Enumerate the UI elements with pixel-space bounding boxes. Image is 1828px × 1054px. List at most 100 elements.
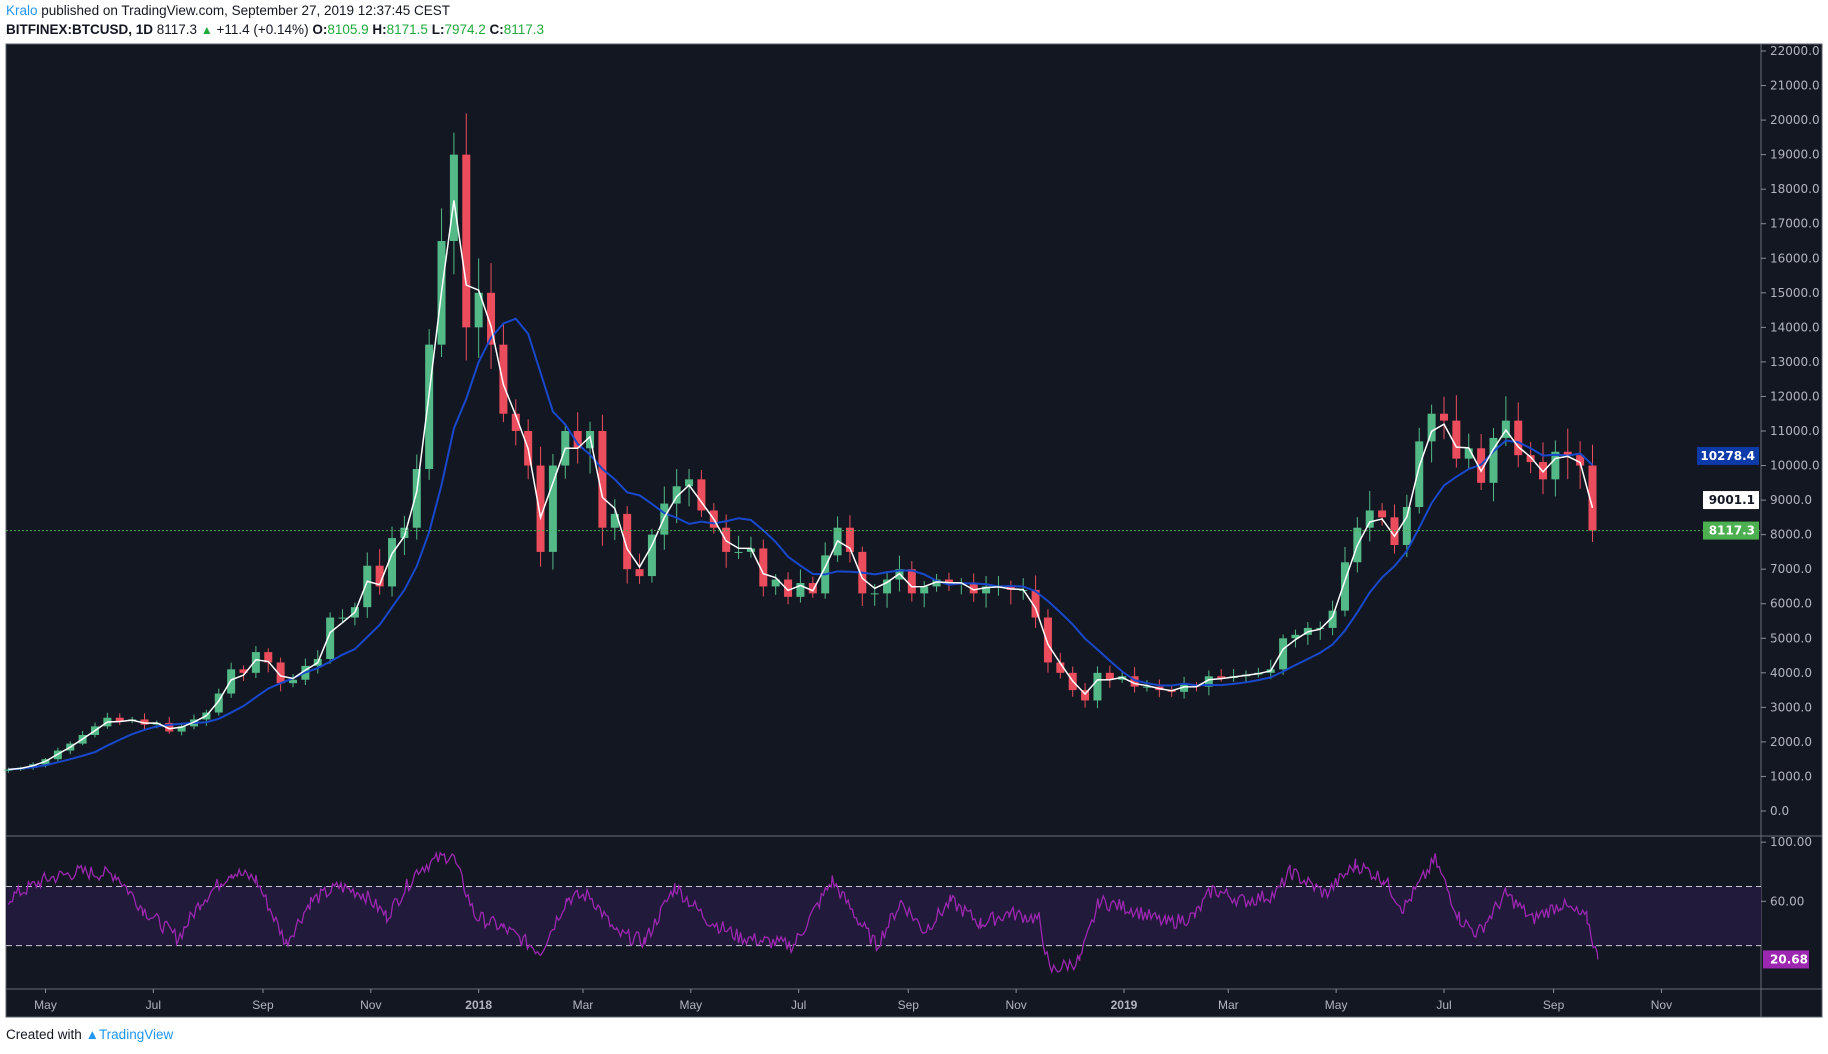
time-tick-label: Jul: [1436, 998, 1451, 1012]
slow-ma-value-badge-bg: [1697, 446, 1759, 465]
time-tick-label: Jul: [146, 998, 161, 1012]
candle-body: [1514, 420, 1523, 456]
time-tick-label: May: [679, 998, 702, 1012]
candle-body: [1526, 455, 1535, 463]
price-tick-label: 22000.0: [1770, 44, 1820, 58]
candle-body: [1291, 634, 1300, 639]
candle-body: [1142, 686, 1151, 688]
fast-ma-value-badge-bg: [1703, 491, 1759, 510]
time-tick-label: Mar: [573, 998, 594, 1012]
price-tick-label: 19000.0: [1770, 148, 1820, 162]
candle-body: [487, 292, 496, 345]
candle-body: [499, 344, 508, 414]
low-label: L:: [431, 22, 445, 37]
price-tick-label: 12000.0: [1770, 389, 1820, 403]
candle-body: [672, 486, 681, 504]
fast-moving-average-line: [8, 200, 1594, 771]
candle-body: [536, 465, 545, 552]
candle-body: [1043, 617, 1052, 663]
candle-body: [982, 586, 991, 594]
candle-body: [808, 583, 817, 594]
publish-line: Kralo published on TradingView.com, Sept…: [6, 3, 450, 19]
price-tick-label: 1000.0: [1770, 769, 1812, 783]
candle-body: [1415, 441, 1424, 507]
symbol-name: BITFINEX:BTCUSD, 1D: [6, 22, 154, 37]
candle-body: [771, 579, 780, 587]
time-tick-label: 2018: [465, 998, 492, 1012]
candle-body: [1180, 684, 1189, 692]
candle-body: [697, 479, 706, 511]
time-tick-label: Sep: [898, 998, 920, 1012]
rsi-value-badge: 20.68: [1770, 952, 1808, 966]
price-tick-label: 13000.0: [1770, 355, 1820, 369]
author-link[interactable]: Kralo: [6, 3, 38, 18]
price-tick-label: 0.0: [1770, 804, 1789, 818]
up-triangle-icon: ▲: [200, 23, 213, 37]
fast-ma-value-badge: 9001.1: [1709, 493, 1755, 507]
time-tick-label: Nov: [1005, 998, 1026, 1012]
candle-body: [1130, 676, 1139, 687]
candle-body: [4, 769, 13, 771]
candle-body: [746, 548, 755, 552]
candle-body: [165, 722, 174, 732]
candle-body: [449, 154, 458, 241]
rsi-value-badge-bg: [1763, 950, 1809, 969]
slow-moving-average-line: [8, 317, 1594, 771]
candle-body: [623, 513, 632, 570]
price-tick-label: 3000.0: [1770, 700, 1812, 714]
symbol-legend: BITFINEX:BTCUSD, 1D 8117.3 ▲ +11.4 (+0.1…: [6, 22, 544, 38]
high-value: 8171.5: [386, 22, 428, 37]
candle-body: [1588, 465, 1597, 531]
candle-body: [784, 579, 793, 597]
candle-body: [920, 586, 929, 594]
candle-body: [140, 719, 149, 725]
candle-body: [1056, 662, 1065, 673]
footer: Created with ▲TradingView: [6, 1027, 173, 1043]
candle-body: [1340, 562, 1349, 611]
candle-body: [870, 593, 879, 595]
time-tick-label: May: [34, 998, 57, 1012]
price-tick-label: 7000.0: [1770, 562, 1812, 576]
high-label: H:: [372, 22, 387, 37]
price-tick-label: 15000.0: [1770, 286, 1820, 300]
candle-body: [338, 617, 347, 619]
candle-body: [1031, 589, 1040, 618]
time-tick-label: Nov: [360, 998, 381, 1012]
tradingview-link[interactable]: TradingView: [98, 1027, 174, 1042]
rsi-tick-label: 100.00: [1770, 835, 1812, 849]
candle-body: [1452, 420, 1461, 459]
candle-body: [1081, 690, 1090, 701]
time-tick-label: Sep: [252, 998, 274, 1012]
candle-body: [598, 431, 607, 528]
low-value: 7974.2: [444, 22, 486, 37]
candle-body: [239, 669, 248, 673]
close-value: 8117.3: [503, 22, 545, 37]
publish-info: published on TradingView.com, September …: [41, 3, 451, 18]
candle-body: [944, 579, 953, 583]
price-tick-label: 17000.0: [1770, 217, 1820, 231]
candle-body: [1489, 437, 1498, 483]
price-tick-label: 6000.0: [1770, 597, 1812, 611]
candle-body: [276, 662, 285, 684]
candle-body: [227, 669, 236, 694]
candle-body: [1439, 413, 1448, 421]
candle-body: [474, 292, 483, 328]
time-tick-label: Sep: [1543, 998, 1565, 1012]
price-tick-label: 11000.0: [1770, 424, 1820, 438]
candle-body: [573, 431, 582, 449]
candle-body: [845, 527, 854, 552]
price-tick-label: 21000.0: [1770, 79, 1820, 93]
price-tick-label: 14000.0: [1770, 320, 1820, 334]
tradingview-logo-icon: ▲: [85, 1027, 99, 1042]
candle-body: [635, 569, 644, 577]
candle-body: [412, 469, 421, 528]
candle-body: [969, 583, 978, 594]
candle-body: [1538, 462, 1547, 480]
candle-body: [759, 548, 768, 587]
price-tick-label: 16000.0: [1770, 251, 1820, 265]
candle-body: [214, 693, 223, 713]
candle-body: [1217, 676, 1226, 678]
last-price: 8117.3: [156, 22, 198, 37]
price-tick-label: 10000.0: [1770, 459, 1820, 473]
